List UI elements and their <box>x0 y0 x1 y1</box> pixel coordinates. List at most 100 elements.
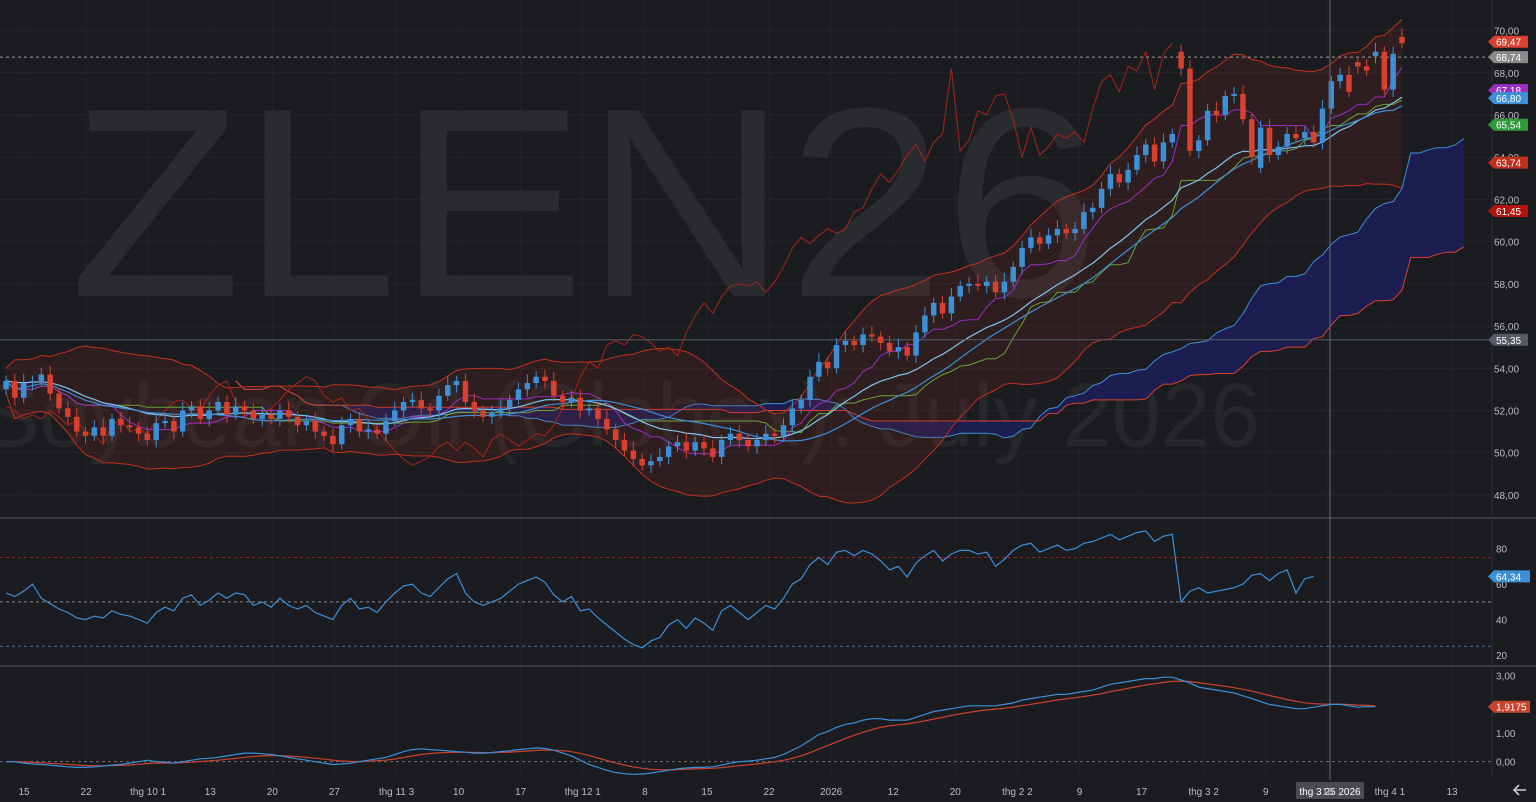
candle[interactable] <box>347 413 354 433</box>
candle-body[interactable] <box>1337 74 1343 82</box>
candle-body[interactable] <box>1266 127 1273 156</box>
candle[interactable] <box>1213 102 1220 123</box>
candle-body[interactable] <box>73 416 80 432</box>
candle[interactable] <box>515 382 522 406</box>
candle-body[interactable] <box>1107 174 1114 189</box>
candle[interactable] <box>480 405 486 423</box>
candle-body[interactable] <box>453 380 460 386</box>
candle-body[interactable] <box>1213 110 1220 115</box>
candle-body[interactable] <box>798 399 804 409</box>
candle[interactable] <box>727 426 734 446</box>
candle-body[interactable] <box>780 425 787 436</box>
candle[interactable] <box>259 406 265 427</box>
candle-body[interactable] <box>1275 146 1282 156</box>
candle-body[interactable] <box>47 374 53 394</box>
candle[interactable] <box>1098 181 1105 214</box>
candle[interactable] <box>745 434 751 452</box>
candle[interactable] <box>144 426 151 446</box>
candle-body[interactable] <box>91 427 98 436</box>
candle-body[interactable] <box>436 395 442 411</box>
candle-body[interactable] <box>533 376 539 384</box>
candle[interactable] <box>356 411 363 437</box>
candle-body[interactable] <box>648 461 654 466</box>
candle[interactable] <box>489 405 495 425</box>
candle[interactable] <box>904 341 910 361</box>
candle-body[interactable] <box>1381 51 1388 90</box>
candle[interactable] <box>948 287 955 321</box>
candle[interactable] <box>674 435 681 452</box>
candle-body[interactable] <box>842 340 849 346</box>
candle-body[interactable] <box>409 399 416 403</box>
candle-body[interactable] <box>268 414 274 419</box>
candle-body[interactable] <box>754 440 760 447</box>
candle[interactable] <box>365 420 371 439</box>
candle-body[interactable] <box>1037 237 1043 244</box>
candle[interactable] <box>392 401 398 427</box>
candle[interactable] <box>20 374 27 404</box>
candle[interactable] <box>1231 86 1237 104</box>
candle-body[interactable] <box>462 380 469 403</box>
candle-body[interactable] <box>966 283 972 286</box>
candle-body[interactable] <box>851 340 857 346</box>
candle[interactable] <box>780 418 787 442</box>
candle-body[interactable] <box>612 429 619 441</box>
candle-body[interactable] <box>1222 95 1229 115</box>
candle-body[interactable] <box>586 408 592 411</box>
candle[interactable] <box>462 373 469 408</box>
candle[interactable] <box>886 335 893 357</box>
candle[interactable] <box>118 411 124 433</box>
candle-body[interactable] <box>126 425 133 428</box>
candle[interactable] <box>56 388 62 414</box>
candle[interactable] <box>1010 261 1016 287</box>
candle[interactable] <box>1037 232 1043 252</box>
candle[interactable] <box>1293 125 1299 144</box>
candle[interactable] <box>983 276 990 294</box>
candle-body[interactable] <box>56 393 62 409</box>
candle-body[interactable] <box>877 336 884 343</box>
candle[interactable] <box>807 369 813 408</box>
candle[interactable] <box>232 397 239 420</box>
candle-body[interactable] <box>577 397 584 411</box>
candle[interactable] <box>3 375 9 395</box>
candle-body[interactable] <box>983 281 990 286</box>
candle[interactable] <box>559 390 566 410</box>
candle-body[interactable] <box>657 456 663 462</box>
candle-body[interactable] <box>515 389 522 400</box>
candle[interactable] <box>277 403 283 427</box>
candle[interactable] <box>1178 44 1184 76</box>
candle-body[interactable] <box>506 399 513 409</box>
candle-body[interactable] <box>1090 207 1096 213</box>
candle[interactable] <box>692 436 698 456</box>
candle-body[interactable] <box>1257 127 1264 168</box>
candle-body[interactable] <box>277 410 283 419</box>
candle-body[interactable] <box>312 421 318 432</box>
candle[interactable] <box>1337 67 1343 89</box>
candle-body[interactable] <box>939 302 946 314</box>
candle[interactable] <box>285 401 292 423</box>
candle[interactable] <box>241 400 248 418</box>
candle[interactable] <box>922 306 928 338</box>
candle[interactable] <box>215 396 221 416</box>
candle-body[interactable] <box>1028 237 1034 248</box>
candle-body[interactable] <box>975 283 981 286</box>
candle[interactable] <box>1134 146 1140 176</box>
candle-body[interactable] <box>1063 228 1069 234</box>
candle-body[interactable] <box>383 421 389 434</box>
candle-body[interactable] <box>807 376 813 400</box>
candle[interactable] <box>551 372 557 401</box>
candle[interactable] <box>833 338 840 374</box>
candle[interactable] <box>1116 168 1123 188</box>
candle-body[interactable] <box>701 442 707 449</box>
candle[interactable] <box>1240 85 1246 125</box>
candle[interactable] <box>992 274 999 298</box>
candle[interactable] <box>1381 46 1388 95</box>
candle[interactable] <box>630 441 637 467</box>
candle[interactable] <box>930 297 937 323</box>
candle-body[interactable] <box>824 361 831 369</box>
candle-body[interactable] <box>321 431 327 436</box>
candle-body[interactable] <box>1302 131 1308 139</box>
candle-body[interactable] <box>12 380 18 398</box>
candle[interactable] <box>436 388 442 418</box>
candle-body[interactable] <box>718 440 725 457</box>
candle[interactable] <box>1169 128 1176 148</box>
